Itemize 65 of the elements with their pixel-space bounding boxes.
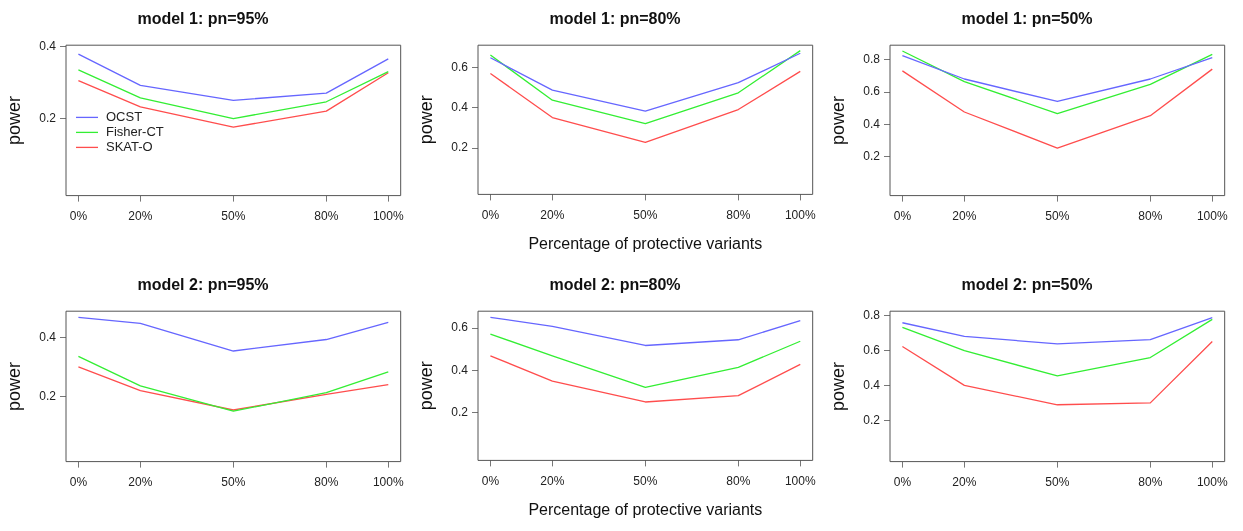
legend-label: SKAT-O: [106, 138, 153, 154]
y-tick-label: 0.2: [39, 110, 57, 125]
x-tick-label: 0%: [481, 207, 500, 222]
y-tick-label: 0.6: [863, 84, 881, 99]
y-axis-title: power: [827, 361, 848, 411]
x-tick-label: 50%: [1045, 209, 1070, 224]
x-tick-label: 0%: [69, 475, 88, 490]
y-tick-label: 0.8: [863, 52, 881, 67]
x-tick-label: 100%: [784, 207, 816, 222]
y-tick-label: 0.4: [863, 116, 881, 131]
x-tick-label: 20%: [540, 207, 565, 222]
y-tick-label: 0.6: [863, 342, 881, 357]
y-axis-title: power: [827, 95, 848, 145]
y-tick-label: 0.4: [451, 100, 469, 115]
y-tick-label: 0.2: [39, 389, 57, 404]
legend-label: Fisher-CT: [106, 123, 164, 139]
y-tick-label: 0.4: [863, 377, 881, 392]
x-tick-label: 50%: [1045, 475, 1070, 490]
x-tick-label: 0%: [481, 473, 500, 488]
x-tick-label: 0%: [893, 209, 912, 224]
x-tick-label: 100%: [1196, 475, 1228, 490]
x-axis-title: Percentage of protective variants: [528, 500, 763, 518]
y-tick-label: 0.2: [863, 149, 881, 164]
x-tick-label: 20%: [128, 475, 153, 490]
chart-title: model 2: pn=80%: [549, 276, 681, 294]
y-tick-label: 0.6: [451, 320, 469, 335]
y-axis-title: power: [3, 95, 24, 145]
y-tick-label: 0.4: [39, 39, 57, 54]
x-tick-label: 80%: [1138, 209, 1163, 224]
legend-label: OCST: [106, 108, 143, 124]
x-tick-label: 20%: [540, 473, 565, 488]
x-tick-label: 50%: [633, 473, 658, 488]
x-tick-label: 80%: [314, 209, 339, 224]
y-tick-label: 0.4: [39, 330, 57, 345]
y-tick-label: 0.8: [863, 307, 881, 322]
x-tick-label: 0%: [893, 475, 912, 490]
chart-title: model 1: pn=95%: [137, 10, 269, 28]
x-tick-label: 50%: [221, 475, 246, 490]
y-axis-title: power: [3, 361, 24, 411]
chart-title: model 2: pn=50%: [961, 276, 1093, 294]
x-tick-label: 50%: [633, 207, 658, 222]
chart-title: model 1: pn=50%: [961, 10, 1093, 28]
x-tick-label: 100%: [372, 475, 404, 490]
x-tick-label: 80%: [726, 207, 751, 222]
x-tick-label: 80%: [726, 473, 751, 488]
x-tick-label: 100%: [1196, 209, 1228, 224]
y-axis-title: power: [415, 95, 436, 145]
x-tick-label: 20%: [128, 209, 153, 224]
chart-title: model 2: pn=95%: [137, 276, 269, 294]
x-tick-label: 20%: [952, 475, 977, 490]
x-tick-label: 80%: [314, 475, 339, 490]
x-tick-label: 20%: [952, 209, 977, 224]
y-tick-label: 0.2: [451, 405, 469, 420]
x-axis-title: Percentage of protective variants: [528, 234, 763, 252]
x-tick-label: 50%: [221, 209, 246, 224]
y-tick-label: 0.2: [863, 412, 881, 427]
x-tick-label: 80%: [1138, 475, 1163, 490]
y-tick-label: 0.2: [451, 140, 469, 155]
chart-title: model 1: pn=80%: [549, 10, 681, 28]
y-tick-label: 0.6: [451, 59, 469, 74]
x-tick-label: 100%: [784, 473, 816, 488]
x-tick-label: 100%: [372, 209, 404, 224]
y-tick-label: 0.4: [451, 362, 469, 377]
x-tick-label: 0%: [69, 209, 88, 224]
y-axis-title: power: [415, 361, 436, 411]
